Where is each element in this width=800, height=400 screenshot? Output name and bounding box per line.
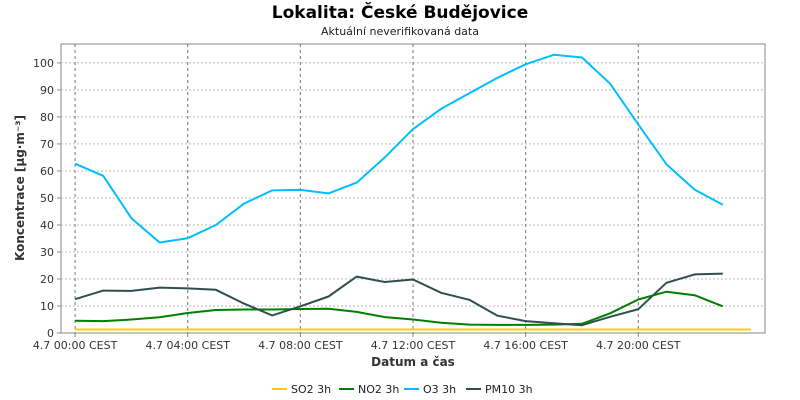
y-tick-label-6: 60 — [40, 165, 54, 178]
chart-title: Lokalita: České Budějovice — [272, 1, 528, 23]
x-tick-label-5: 4.7 20:00 CEST — [596, 339, 681, 352]
y-tick-label-9: 90 — [40, 84, 54, 97]
x-axis-title: Datum a čas — [371, 355, 455, 369]
y-tick-label-4: 40 — [40, 219, 54, 232]
y-tick-label-8: 80 — [40, 111, 54, 124]
legend-label-2: O3 3h — [423, 383, 456, 396]
x-tick-label-4: 4.7 16:00 CEST — [483, 339, 568, 352]
legend-label-3: PM10 3h — [485, 383, 533, 396]
series-lines — [74, 53, 751, 331]
y-tick-label-5: 50 — [40, 192, 54, 205]
y-tick-label-3: 30 — [40, 246, 54, 259]
series-line-no2-3h — [75, 290, 724, 326]
y-tick-label-1: 10 — [40, 300, 54, 313]
series-line-pm10-3h — [74, 272, 723, 327]
y-tick-label-7: 70 — [40, 138, 54, 151]
x-tick-label-1: 4.7 04:00 CEST — [145, 339, 230, 352]
y-tick-label-2: 20 — [40, 273, 54, 286]
legend-label-1: NO2 3h — [358, 383, 399, 396]
y-tick-label-10: 100 — [33, 57, 54, 70]
y-axis-title: Koncentrace [µg·m⁻³] — [13, 115, 27, 261]
y-axis-ticks: 0 10 20 30 40 50 60 70 80 90 100 — [33, 57, 61, 340]
x-tick-label-2: 4.7 08:00 CEST — [258, 339, 343, 352]
x-tick-label-3: 4.7 12:00 CEST — [371, 339, 456, 352]
y-tick-label-0: 0 — [47, 327, 54, 340]
legend-label-0: SO2 3h — [291, 383, 331, 396]
legend: SO2 3h NO2 3h O3 3h PM10 3h — [272, 383, 533, 396]
chart-subtitle: Aktuální neverifikovaná data — [321, 25, 479, 38]
series-line-o3-3h — [74, 53, 724, 244]
x-axis-ticks: 4.7 00:00 CEST 4.7 04:00 CEST 4.7 08:00 CE… — [33, 333, 681, 352]
x-tick-label-0: 4.7 00:00 CEST — [33, 339, 118, 352]
